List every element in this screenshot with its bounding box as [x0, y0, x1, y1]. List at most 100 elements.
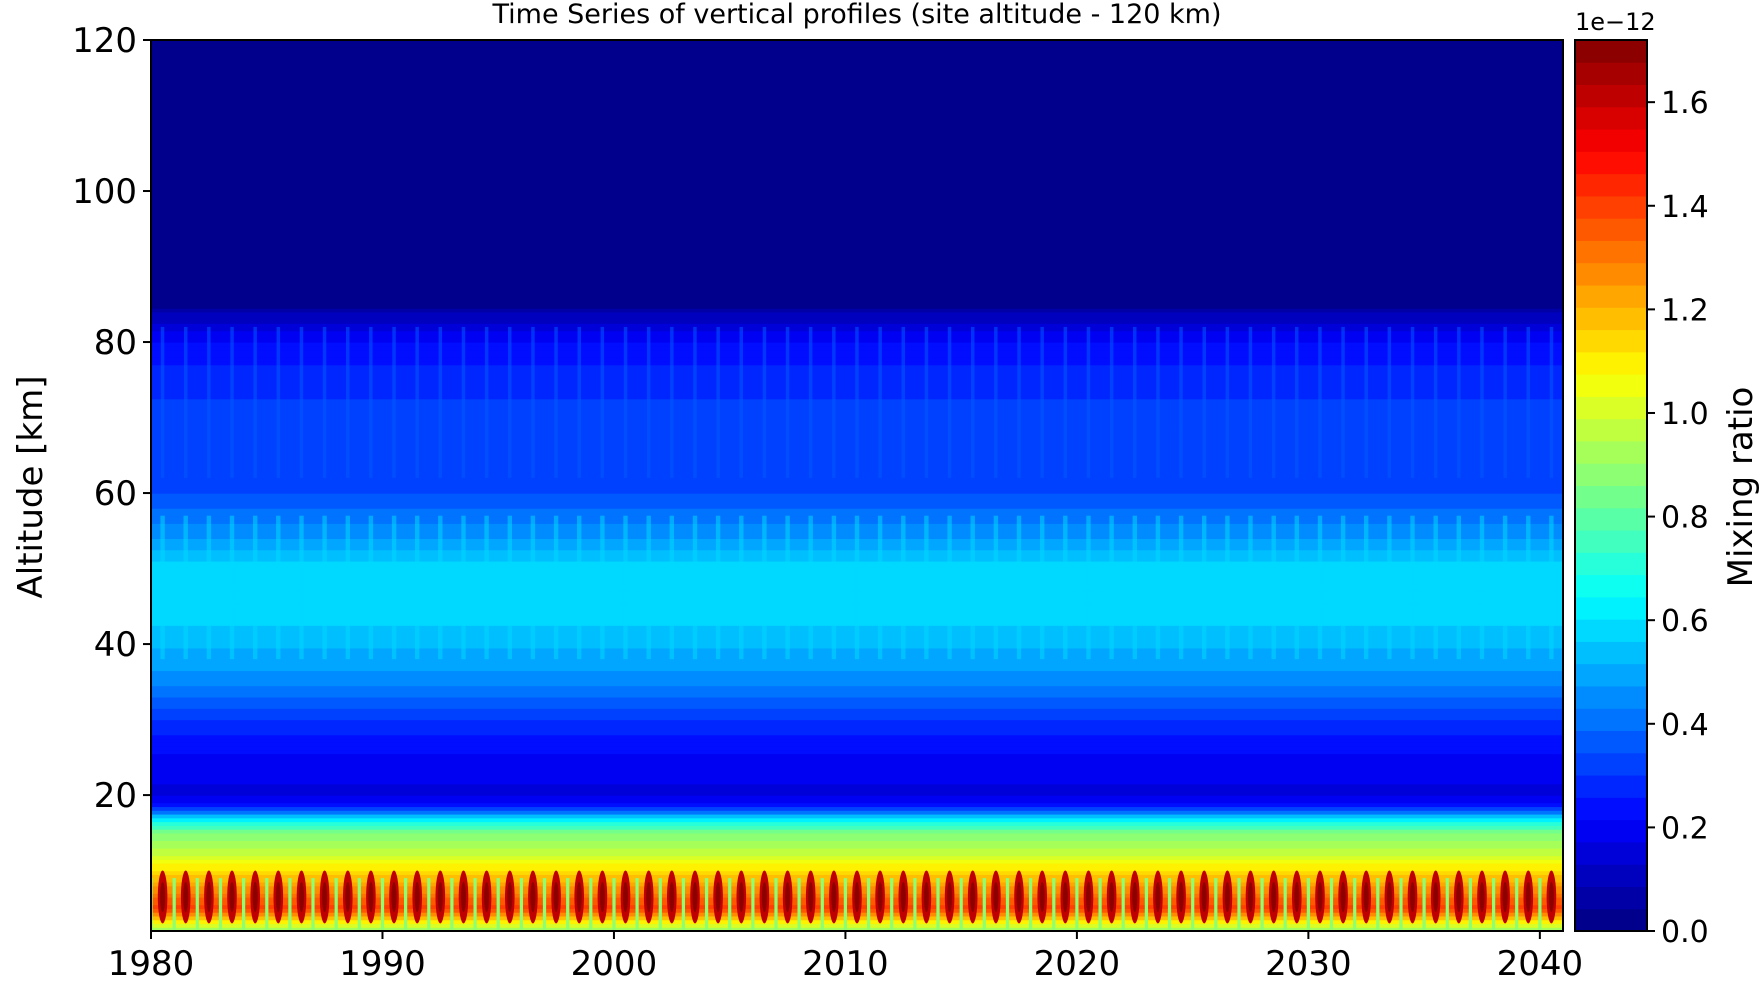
- seasonal-min: [473, 878, 477, 931]
- colorbar-frame: [1574, 39, 1648, 932]
- seasonal-max-core: [576, 881, 582, 913]
- chart-title: Time Series of vertical profiles (site a…: [491, 0, 1221, 30]
- seasonal-min: [820, 878, 824, 931]
- seasonal-streak-upper: [785, 326, 790, 478]
- heatmap-band: [151, 734, 1563, 740]
- heatmap-band: [151, 319, 1563, 324]
- colorbar-cell: [1575, 641, 1647, 665]
- seasonal-min: [1399, 878, 1403, 931]
- heatmap-band: [151, 119, 1563, 124]
- heatmap-band: [151, 55, 1563, 60]
- seasonal-streak: [1502, 515, 1508, 660]
- heatmap-band: [151, 115, 1563, 120]
- seasonal-max-core: [507, 881, 513, 913]
- y-tick-label: 120: [72, 21, 137, 61]
- seasonal-streak-upper: [994, 326, 998, 478]
- colorbar-cell: [1575, 173, 1647, 197]
- colorbar-cell: [1575, 485, 1647, 509]
- y-axis-label: Altitude [km]: [11, 375, 51, 598]
- colorbar-cell: [1575, 775, 1647, 798]
- seasonal-streak: [253, 515, 258, 660]
- seasonal-min: [357, 878, 361, 931]
- y-tick-label: 40: [94, 625, 137, 665]
- seasonal-max-core: [1479, 881, 1485, 913]
- seasonal-streak: [299, 515, 304, 660]
- seasonal-min: [218, 878, 223, 931]
- seasonal-max-core: [1410, 881, 1415, 913]
- heatmap-band: [151, 191, 1563, 196]
- colorbar: 0.0 0.2 0.4 0.6 0.8 1.0 1.2 1.4 1.6 1e−12 Mixing…: [1574, 8, 1761, 950]
- seasonal-streak: [438, 515, 443, 660]
- heatmap-band: [151, 719, 1563, 724]
- heatmap-band: [151, 308, 1563, 313]
- seasonal-streak: [877, 515, 883, 660]
- heatmap-band: [151, 225, 1563, 230]
- seasonal-min: [1329, 878, 1334, 931]
- heatmap-band: [151, 168, 1563, 173]
- seasonal-min: [1075, 878, 1079, 931]
- seasonal-max-core: [484, 881, 490, 913]
- heatmap-band: [151, 776, 1563, 781]
- heatmap-band: [151, 85, 1563, 90]
- heatmap-band: [151, 746, 1563, 751]
- seasonal-streak: [1387, 515, 1392, 660]
- seasonal-streak-upper: [415, 326, 419, 478]
- heatmap-band: [151, 832, 1563, 838]
- seasonal-streak: [276, 515, 281, 660]
- heatmap-band: [151, 251, 1563, 256]
- seasonal-streak: [1086, 515, 1091, 660]
- heatmap-band: [151, 504, 1563, 509]
- heatmap-band: [151, 821, 1563, 826]
- seasonal-max-core: [646, 881, 652, 913]
- y-tick-label: 20: [94, 776, 137, 816]
- seasonal-streak-upper: [346, 326, 350, 478]
- seasonal-streak: [1456, 515, 1461, 660]
- seasonal-streak: [1526, 515, 1531, 660]
- seasonal-min: [1121, 878, 1125, 931]
- colorbar-cell: [1575, 106, 1647, 130]
- seasonal-min: [1237, 878, 1241, 931]
- seasonal-streak: [183, 515, 188, 660]
- heatmap-band: [151, 738, 1563, 743]
- colorbar-cell: [1575, 752, 1647, 776]
- seasonal-max-core: [599, 881, 605, 913]
- seasonal-max-core: [229, 881, 235, 913]
- heatmap-band: [151, 81, 1563, 86]
- colorbar-ticks: 0.0 0.2 0.4 0.6 0.8 1.0 1.2 1.4 1.6: [1647, 86, 1709, 950]
- seasonal-streak: [229, 515, 235, 660]
- seasonal-stripes: [151, 326, 1557, 931]
- seasonal-streak-upper: [1086, 326, 1091, 478]
- seasonal-streak: [160, 515, 165, 660]
- seasonal-max-core: [1155, 881, 1161, 913]
- seasonal-max-core: [1317, 881, 1323, 913]
- seasonal-min: [1167, 878, 1172, 931]
- heatmap-band: [151, 761, 1563, 766]
- seasonal-max-core: [947, 881, 953, 913]
- seasonal-streak-upper: [1063, 326, 1068, 478]
- heatmap-band: [151, 693, 1563, 698]
- heatmap-band: [151, 927, 1563, 931]
- seasonal-streak-upper: [1225, 326, 1230, 478]
- colorbar-cell: [1575, 663, 1647, 687]
- seasonal-streak: [623, 515, 628, 660]
- heatmap-band: [151, 149, 1563, 154]
- heatmap-band: [151, 810, 1563, 815]
- heatmap-band: [151, 813, 1563, 819]
- heatmap-band: [151, 779, 1563, 785]
- seasonal-streak-upper: [1364, 326, 1368, 478]
- seasonal-streak-upper: [508, 326, 512, 478]
- colorbar-cell: [1575, 40, 1647, 63]
- colorbar-cell: [1575, 396, 1647, 420]
- heatmap-band: [151, 198, 1563, 203]
- seasonal-min: [589, 878, 593, 931]
- seasonal-min: [1098, 878, 1102, 931]
- x-axis: 1980 1990 2000 2010 2020 2030 2040: [108, 931, 1583, 982]
- seasonal-max-core: [183, 881, 189, 913]
- colorbar-cell: [1575, 685, 1647, 709]
- seasonal-max-core: [530, 881, 536, 913]
- seasonal-max-core: [831, 881, 837, 913]
- colorbar-cell: [1575, 374, 1647, 397]
- seasonal-max-core: [669, 881, 675, 913]
- seasonal-min: [1538, 878, 1542, 931]
- heatmap-band: [151, 840, 1563, 845]
